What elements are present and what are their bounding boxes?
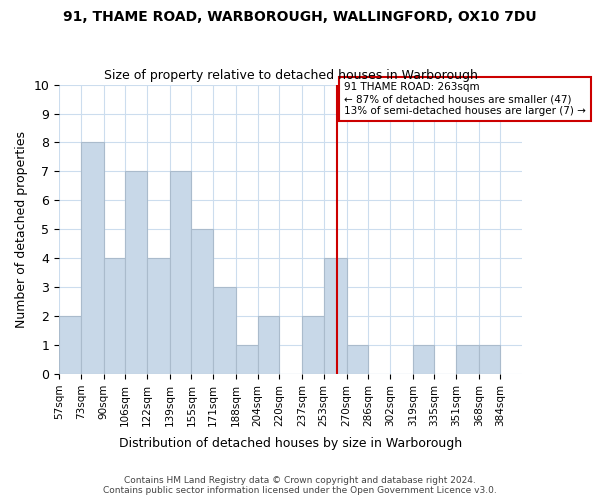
Bar bbox=[191, 230, 213, 374]
Bar bbox=[125, 172, 147, 374]
Bar bbox=[479, 345, 500, 374]
Bar bbox=[59, 316, 81, 374]
Bar bbox=[323, 258, 347, 374]
Bar bbox=[413, 345, 434, 374]
Text: Contains HM Land Registry data © Crown copyright and database right 2024.
Contai: Contains HM Land Registry data © Crown c… bbox=[103, 476, 497, 495]
Bar bbox=[347, 345, 368, 374]
Bar bbox=[257, 316, 279, 374]
Bar bbox=[213, 287, 236, 374]
Bar bbox=[302, 316, 323, 374]
Bar bbox=[104, 258, 125, 374]
Bar bbox=[456, 345, 479, 374]
Bar bbox=[81, 142, 104, 374]
Text: 91, THAME ROAD, WARBOROUGH, WALLINGFORD, OX10 7DU: 91, THAME ROAD, WARBOROUGH, WALLINGFORD,… bbox=[63, 10, 537, 24]
Y-axis label: Number of detached properties: Number of detached properties bbox=[15, 131, 28, 328]
X-axis label: Distribution of detached houses by size in Warborough: Distribution of detached houses by size … bbox=[119, 437, 462, 450]
Bar bbox=[236, 345, 257, 374]
Title: Size of property relative to detached houses in Warborough: Size of property relative to detached ho… bbox=[104, 69, 478, 82]
Bar bbox=[170, 172, 191, 374]
Text: 91 THAME ROAD: 263sqm
← 87% of detached houses are smaller (47)
13% of semi-deta: 91 THAME ROAD: 263sqm ← 87% of detached … bbox=[344, 82, 586, 116]
Bar bbox=[147, 258, 170, 374]
